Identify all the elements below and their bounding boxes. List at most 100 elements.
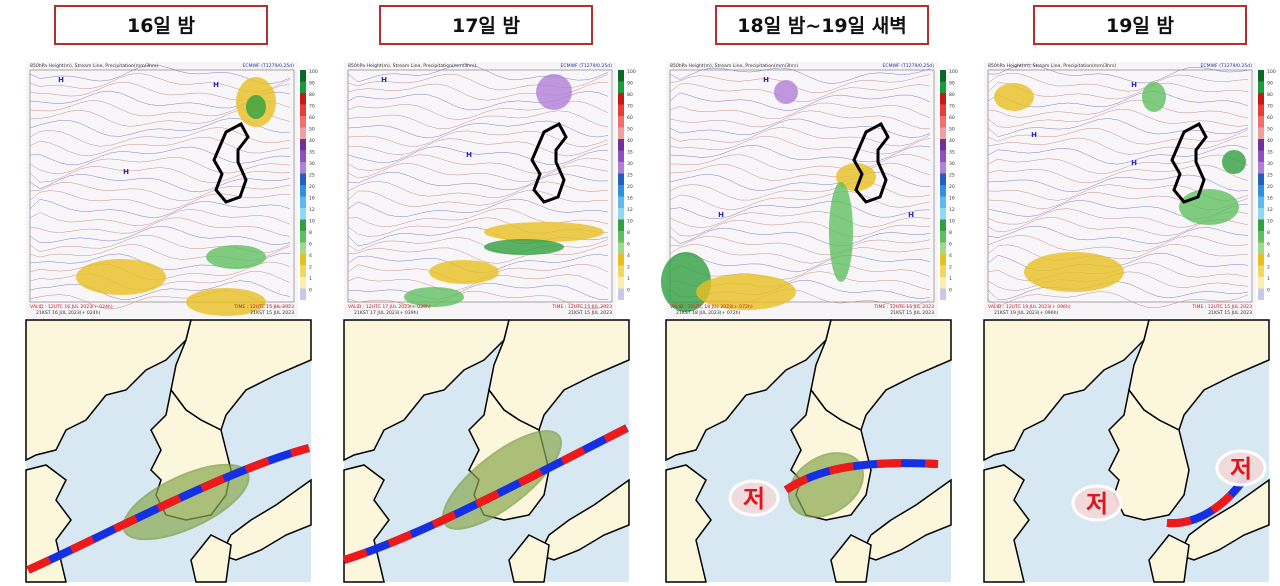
- colorbar-cell: [940, 93, 946, 105]
- colorbar-label: 8: [1267, 230, 1270, 236]
- colorbar-cell: [1258, 208, 1264, 220]
- colorbar-label: 16: [309, 196, 315, 202]
- colorbar-cell: [300, 242, 306, 254]
- colorbar-label: 8: [949, 230, 952, 236]
- streamline: [29, 136, 291, 156]
- colorbar-cell: [940, 208, 946, 220]
- streamline: [987, 145, 1249, 165]
- streamline: [669, 263, 931, 280]
- colorbar-label: 10: [949, 219, 955, 225]
- streamline: [347, 120, 609, 139]
- colorbar-cell: [940, 173, 946, 185]
- panel-title: 16일 밤: [127, 15, 196, 37]
- streamline: [29, 182, 291, 202]
- colorbar-cell: [1258, 277, 1264, 289]
- panel-title: 19일 밤: [1106, 15, 1175, 37]
- land-kyushu: [830, 534, 872, 583]
- streamline: [669, 211, 931, 229]
- colorbar-cell: [1258, 116, 1264, 128]
- colorbar-cell: [1258, 288, 1264, 300]
- colorbar-label: 6: [627, 242, 630, 248]
- map-time-kst: 21KST 15 JUL 2023: [1208, 310, 1252, 316]
- title-box: [54, 5, 268, 45]
- colorbar-cell: [1258, 219, 1264, 231]
- streamline: [987, 154, 1249, 174]
- precip-area: [186, 288, 266, 316]
- colorbar-cell: [940, 196, 946, 208]
- colorbar-label: 50: [1267, 127, 1273, 133]
- streamline: [347, 237, 609, 254]
- colorbar-cell: [940, 219, 946, 231]
- streamline: [669, 235, 931, 255]
- colorbar-label: 6: [949, 242, 952, 248]
- colorbar-label: 80: [949, 92, 955, 98]
- streamline: [987, 109, 1249, 128]
- colorbar-cell: [300, 104, 306, 116]
- streamline: [347, 208, 609, 228]
- colorbar-label: 70: [627, 104, 633, 110]
- colorbar-cell: [300, 70, 306, 82]
- korea-outline: [212, 121, 250, 204]
- colorbar-label: 70: [309, 104, 315, 110]
- colorbar-label: 2: [949, 265, 952, 271]
- colorbar-label: 2: [1267, 265, 1270, 271]
- colorbar-cell: [618, 196, 624, 208]
- streamline: [347, 162, 609, 182]
- schematic-map: 저: [665, 319, 952, 583]
- colorbar-cell: [940, 162, 946, 174]
- korea-outline: [1170, 121, 1208, 204]
- colorbar-label: 35: [627, 150, 633, 156]
- colorbar-label: 0: [627, 288, 630, 294]
- colorbar-label: 70: [1267, 104, 1273, 110]
- colorbar-cell: [618, 70, 624, 82]
- land-kyushu: [508, 534, 550, 583]
- streamline: [669, 83, 931, 103]
- precip-area: [404, 287, 464, 307]
- land-china-south: [983, 464, 1030, 583]
- map-time: TIME : 12UTC 15 JUL 2023: [1191, 304, 1252, 310]
- high-label: H: [213, 81, 219, 89]
- colorbar-cell: [300, 185, 306, 197]
- colorbar-cell: [300, 219, 306, 231]
- precip-area: [536, 74, 572, 110]
- map-time-kst: 21KST 15 JUL 2023: [568, 310, 612, 316]
- colorbar-label: 10: [309, 219, 315, 225]
- colorbar-label: 30: [1267, 161, 1273, 167]
- low-label: 저: [1230, 455, 1252, 483]
- precip-area: [661, 252, 711, 312]
- precip-area: [836, 163, 876, 191]
- high-label: H: [763, 76, 769, 84]
- colorbar-cell: [940, 288, 946, 300]
- high-label: H: [718, 211, 724, 219]
- colorbar-cell: [300, 116, 306, 128]
- map-valid-kst: 21KST 19 JUL 2023(+ 096h): [994, 310, 1059, 316]
- map-model: ECMWF (T1279/0.25d): [561, 63, 613, 69]
- colorbar-cell: [300, 208, 306, 220]
- map-valid: VALID : 12UTC 17 JUL 2023(+ 039h): [348, 304, 431, 310]
- front-red: [342, 424, 629, 564]
- colorbar-label: 2: [627, 265, 630, 271]
- schematic-map: [342, 319, 630, 583]
- map-header: 850hPa Height(m), Stream Line, Precipita…: [670, 63, 798, 69]
- streamline: [987, 225, 1249, 244]
- weather-map: 850hPa Height(m), Stream Line, Precipita…: [26, 62, 318, 318]
- colorbar-label: 2: [309, 265, 312, 271]
- streamline: [669, 135, 931, 155]
- map-model: ECMWF (T1279/0.25d): [243, 63, 295, 69]
- streamline: [29, 280, 291, 300]
- precip-area: [774, 80, 798, 104]
- colorbar-label: 80: [627, 92, 633, 98]
- streamline: [669, 67, 931, 84]
- colorbar-cell: [618, 173, 624, 185]
- colorbar-cell: [618, 116, 624, 128]
- colorbar-cell: [300, 81, 306, 93]
- streamline: [29, 166, 291, 183]
- colorbar-cell: [300, 139, 306, 151]
- streamline: [669, 200, 931, 219]
- colorbar-label: 50: [949, 127, 955, 133]
- streamline: [347, 244, 609, 264]
- colorbar-label: 100: [309, 69, 318, 75]
- streamline: [347, 110, 609, 129]
- colorbar-label: 30: [627, 161, 633, 167]
- colorbar-cell: [300, 127, 306, 139]
